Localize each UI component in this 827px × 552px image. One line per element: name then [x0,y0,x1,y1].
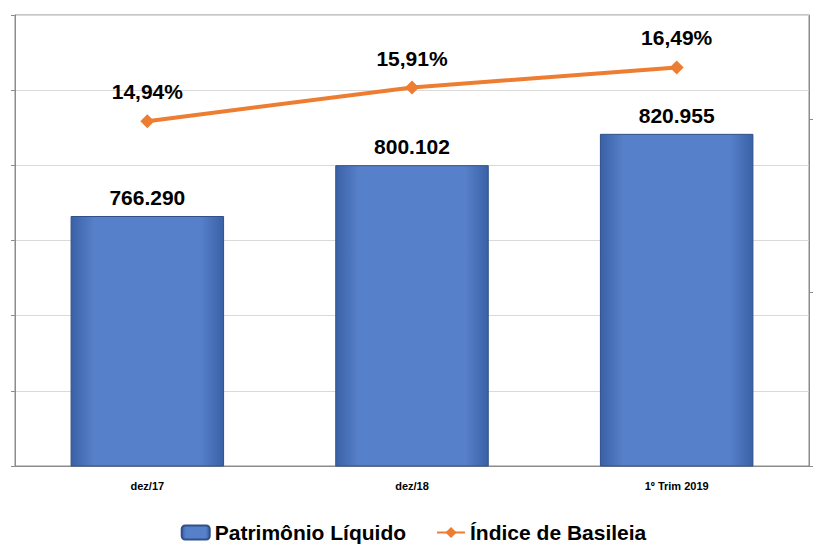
svg-text:16,49%: 16,49% [641,26,713,49]
svg-text:14,94%: 14,94% [112,80,184,103]
svg-text:820.955: 820.955 [639,104,715,127]
svg-text:dez/17: dez/17 [131,480,165,492]
svg-text:800.102: 800.102 [374,135,450,158]
svg-text:Patrimônio Líquido: Patrimônio Líquido [215,521,406,544]
svg-text:15,91%: 15,91% [376,47,448,70]
svg-text:Índice de Basileia: Índice de Basileia [470,521,647,544]
svg-text:dez/18: dez/18 [395,480,429,492]
svg-text:1º Trim 2019: 1º Trim 2019 [645,480,709,492]
svg-text:766.290: 766.290 [109,186,185,209]
